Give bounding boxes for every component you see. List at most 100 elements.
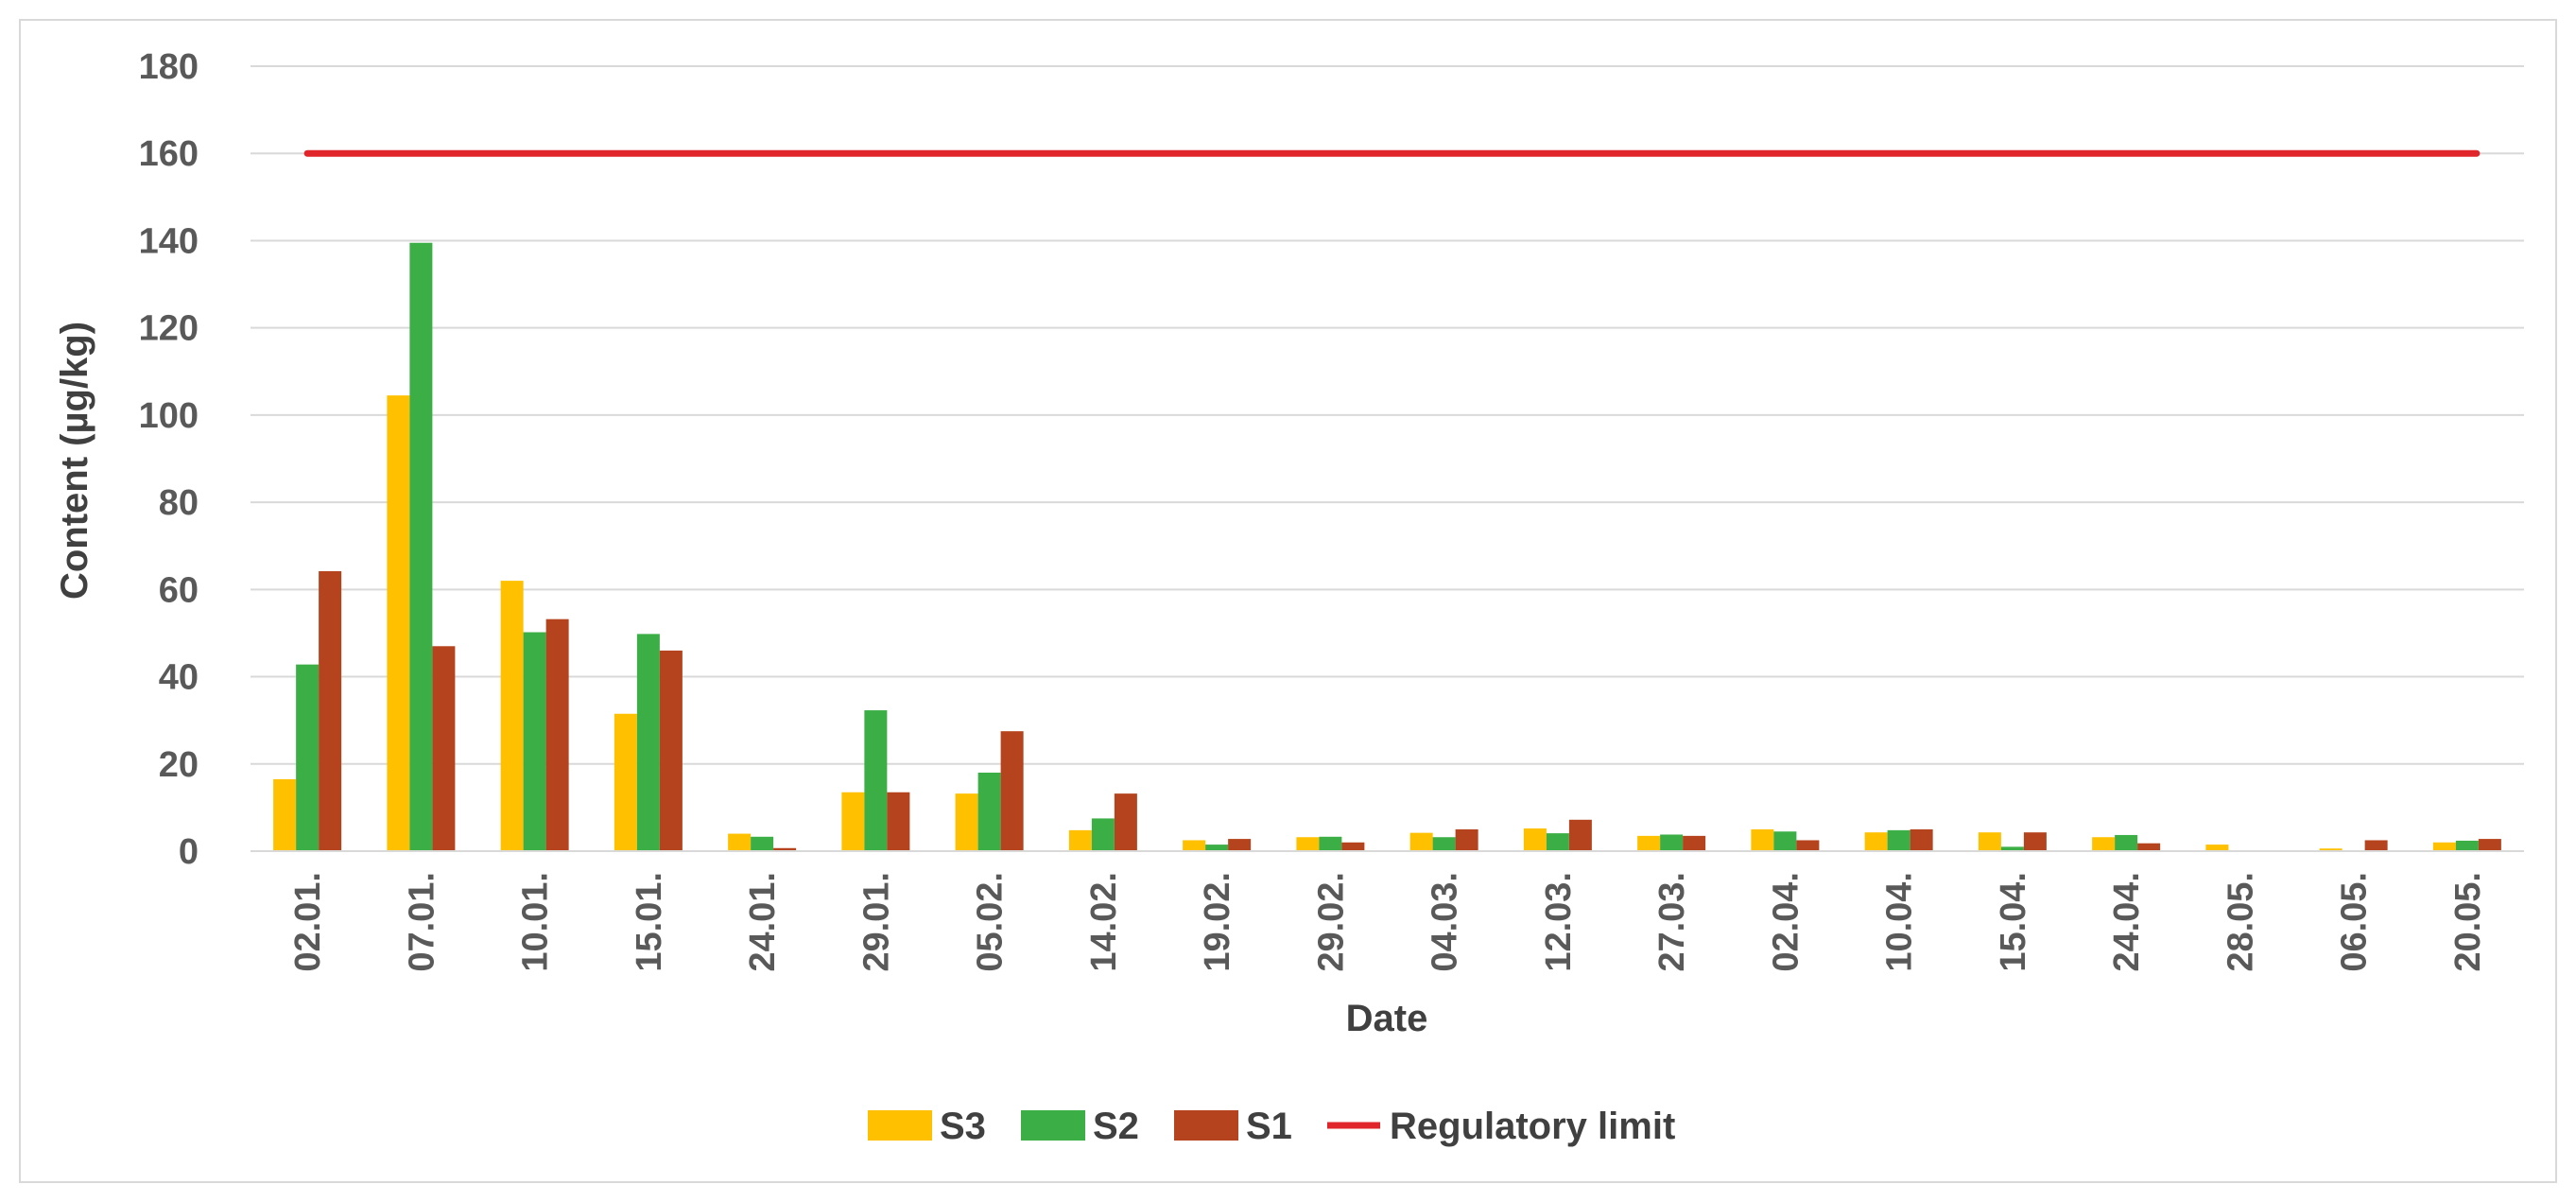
legend-swatch-s1	[1174, 1110, 1238, 1141]
bar-s3-28-05	[2205, 845, 2229, 851]
bar-s3-12-03	[1523, 828, 1547, 851]
x-tick-label: 05.02.	[971, 872, 1011, 972]
bar-s3-20-05	[2432, 842, 2456, 851]
bar-s2-15-01	[636, 634, 660, 851]
y-tick-labels: 0 20 40 60 80 100 120 140 160 180	[139, 47, 199, 872]
x-tick-label: 15.04.	[1994, 872, 2033, 972]
bar-s2-14-02	[1091, 818, 1115, 851]
y-tick-label: 40	[159, 658, 199, 698]
bar-s1-24-01	[773, 847, 797, 851]
bar-s1-14-02	[1114, 793, 1137, 851]
bar-s2-10-01	[523, 632, 546, 851]
x-tick-label: 24.04.	[2107, 872, 2147, 972]
x-tick-label: 29.02.	[1311, 872, 1351, 972]
bar-s3-27-03	[1637, 835, 1661, 851]
bar-s2-04-03	[1432, 837, 1456, 851]
bar-s3-24-01	[728, 833, 752, 851]
bar-s3-04-03	[1409, 832, 1433, 851]
y-tick-label: 160	[139, 134, 199, 174]
legend-label-s1: S1	[1246, 1106, 1292, 1147]
bar-s1-10-01	[545, 618, 569, 851]
y-tick-label: 20	[159, 745, 199, 785]
x-tick-label: 28.05.	[2221, 872, 2260, 972]
y-tick-label: 140	[139, 221, 199, 261]
y-tick-label: 0	[179, 832, 199, 872]
bar-s2-15-04	[2000, 846, 2024, 851]
bar-s2-27-03	[1660, 834, 1684, 851]
bar-s1-10-04	[1910, 828, 1933, 851]
bar-s3-15-04	[1978, 832, 2001, 851]
bar-s2-02-01	[296, 664, 320, 851]
x-tick-label: 12.03.	[1539, 872, 1579, 972]
x-tick-label: 27.03.	[1652, 872, 1692, 972]
x-tick-label: 15.01.	[630, 872, 669, 972]
legend-swatch-s2	[1021, 1110, 1085, 1141]
y-tick-label: 80	[159, 483, 199, 523]
bar-s1-29-01	[887, 792, 910, 851]
bar-s2-12-03	[1546, 833, 1569, 851]
bar-s3-10-01	[500, 581, 524, 851]
bar-s3-14-02	[1068, 829, 1092, 851]
bar-s1-29-02	[1341, 842, 1365, 851]
bar-s1-02-04	[1796, 840, 1820, 851]
bar-s3-10-04	[1864, 832, 1888, 851]
bar-s2-07-01	[409, 242, 433, 851]
x-axis-title: Date	[1346, 998, 1428, 1039]
x-tick-label: 14.02.	[1084, 872, 1124, 972]
bar-s1-15-01	[659, 650, 683, 851]
bar-s2-02-04	[1773, 831, 1797, 851]
bar-s2-24-04	[2115, 834, 2138, 851]
bar-s3-29-01	[841, 792, 865, 851]
legend-label-s2: S2	[1093, 1106, 1139, 1147]
bar-s2-05-02	[977, 773, 1001, 851]
bar-s1-07-01	[432, 646, 456, 851]
bar-s3-02-01	[273, 778, 297, 851]
bar-s1-19-02	[1228, 839, 1252, 851]
bar-s1-15-04	[2023, 832, 2047, 851]
chart-frame	[19, 19, 2557, 1183]
bar-s2-20-05	[2455, 840, 2479, 851]
bar-s1-06-05	[2364, 840, 2388, 851]
bar-s3-19-02	[1183, 840, 1206, 851]
bar-s1-05-02	[1000, 731, 1024, 851]
bar-s1-24-04	[2137, 843, 2161, 851]
bar-s2-19-02	[1205, 845, 1229, 851]
bar-s1-20-05	[2478, 839, 2501, 851]
x-tick-label: 29.01.	[856, 872, 896, 972]
legend-label-regulatory-limit: Regulatory limit	[1390, 1106, 1675, 1147]
bar-s3-05-02	[955, 793, 978, 851]
y-tick-label: 120	[139, 309, 199, 349]
bar-s3-02-04	[1751, 828, 1774, 851]
legend-swatch-s3	[868, 1110, 932, 1141]
x-tick-label: 24.01.	[743, 872, 783, 972]
x-tick-label: 06.05.	[2335, 872, 2375, 972]
bar-s3-07-01	[387, 395, 410, 851]
legend: S3 S2 S1 Regulatory limit	[868, 1106, 1675, 1147]
bar-s2-24-01	[751, 836, 774, 851]
x-tick-label: 02.01.	[288, 872, 328, 972]
x-tick-label: 07.01.	[402, 872, 441, 972]
x-tick-label: 20.05.	[2448, 872, 2488, 972]
legend-label-s3: S3	[940, 1106, 986, 1147]
y-tick-label: 60	[159, 570, 199, 610]
x-tick-label: 04.03.	[1426, 872, 1465, 972]
y-tick-label: 100	[139, 396, 199, 436]
bar-s3-06-05	[2319, 848, 2343, 851]
x-tick-label: 10.04.	[1880, 872, 1920, 972]
gridlines	[251, 65, 2524, 765]
x-tick-label: 10.01.	[516, 872, 556, 972]
y-tick-label: 180	[139, 47, 199, 87]
bar-s1-27-03	[1683, 835, 1706, 851]
bars	[273, 242, 2501, 851]
x-tick-label: 02.04.	[1766, 872, 1806, 972]
bar-s2-29-01	[864, 710, 888, 851]
x-tick-labels: 02.01. 07.01. 10.01. 15.01. 24.01. 29.01. 05.0…	[288, 872, 2488, 972]
bar-s1-04-03	[1455, 828, 1478, 851]
bar-s2-29-02	[1319, 836, 1342, 851]
bar-s3-29-02	[1296, 837, 1320, 851]
x-tick-label: 19.02.	[1198, 872, 1237, 972]
bar-s3-24-04	[2092, 837, 2116, 851]
bar-s1-02-01	[319, 570, 342, 851]
bar-s1-12-03	[1568, 819, 1592, 851]
